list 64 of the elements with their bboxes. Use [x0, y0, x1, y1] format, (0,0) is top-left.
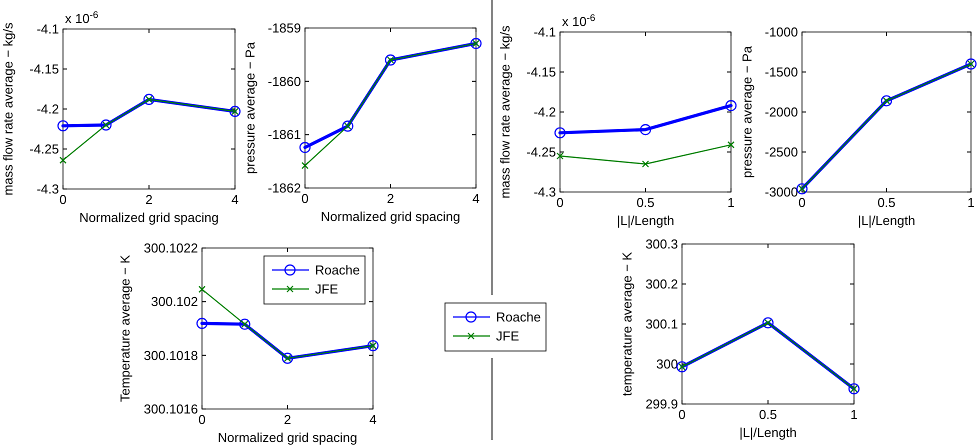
x-axis-title: Normalized grid spacing [79, 210, 219, 225]
legend-label: JFE [496, 328, 520, 344]
y-tick-label: -1000 [764, 24, 798, 40]
y-tick-label: 300.1018 [144, 348, 198, 363]
x-axis-title: Normalized grid spacing [218, 430, 358, 445]
text: x 10$^{-6}$ [65, 10, 98, 26]
x-tick-label: 0 [198, 412, 206, 427]
legend-label: JFE [315, 282, 338, 296]
x-tick-label: 0.5 [636, 195, 655, 210]
y-tick-label: -4.15 [29, 62, 59, 76]
y-tick-label: 300.1016 [144, 402, 198, 416]
x-tick-label: 0.5 [877, 195, 896, 210]
y-tick-label: -1500 [764, 64, 798, 80]
y-tick-label: -1859 [268, 20, 301, 36]
y-tick-label: -3000 [764, 184, 798, 200]
y-tick-label: 300.3 [645, 236, 678, 252]
x-tick-label: 4 [472, 191, 480, 206]
y-tick-label: 300 [656, 356, 678, 372]
x-tick-label: 1 [850, 407, 858, 422]
x-axis-title: |L|/Length [739, 425, 797, 440]
x-tick-label: 4 [369, 412, 377, 427]
y-tick-label: -1862 [268, 180, 301, 196]
x-tick-label: 0 [678, 407, 686, 422]
x-tick-label: 0 [556, 195, 564, 210]
y-tick-label: 300.102 [151, 294, 198, 310]
y-tick-label: -1861 [268, 127, 301, 142]
x-axis-title: |L|/Length [858, 213, 916, 228]
x-tick-label: 1 [967, 195, 975, 210]
x-tick-label: 2 [145, 192, 153, 207]
y-tick-label: -4.2 [36, 102, 59, 116]
y-axis-title: mass flow rate average − kg/s [498, 24, 512, 199]
y-axis-title: Temperature average − K [118, 254, 133, 402]
x-tick-label: 0.5 [758, 407, 778, 422]
y-tick-label: 300.1 [645, 316, 678, 332]
x-tick-label: 1 [727, 195, 735, 210]
y-axis-title: mass flow rate average − kg/s [0, 22, 16, 196]
x-tick-label: 2 [386, 191, 394, 206]
x-tick-label: 4 [231, 192, 239, 207]
y-axis-title: pressure average − Pa [740, 45, 754, 178]
y-tick-label: 299.9 [645, 396, 678, 412]
x-axis-title: Normalized grid spacing [320, 209, 460, 224]
y-axis-title: temperature average − K [620, 252, 634, 396]
y-tick-label: -4.1 [534, 24, 556, 40]
y-tick-label: 300.1022 [144, 240, 198, 256]
y-tick-label: -1860 [268, 74, 301, 89]
y-tick-label: -4.3 [534, 184, 556, 200]
y-axis-title: pressure average − Pa [242, 41, 258, 174]
legend-label: Roache [315, 262, 360, 278]
text: x 10$^{-6}$ [562, 12, 596, 29]
y-tick-label: -4.3 [36, 182, 59, 196]
y-tick-label: -4.15 [526, 64, 556, 80]
x-tick-label: 0 [301, 191, 309, 206]
y-tick-label: -4.25 [29, 142, 59, 156]
x-tick-label: 0 [798, 195, 806, 210]
x-axis-title: |L|/Length [616, 213, 674, 228]
y-tick-label: -4.25 [526, 144, 556, 160]
x-tick-label: 2 [284, 412, 292, 427]
legend-label: Roache [496, 310, 541, 324]
x-tick-label: 0 [59, 192, 67, 207]
y-tick-label: -2000 [764, 104, 798, 120]
y-tick-label: -2500 [764, 144, 798, 160]
y-tick-label: -4.1 [36, 22, 59, 36]
y-tick-label: -4.2 [534, 104, 556, 120]
y-tick-label: 300.2 [645, 276, 678, 292]
